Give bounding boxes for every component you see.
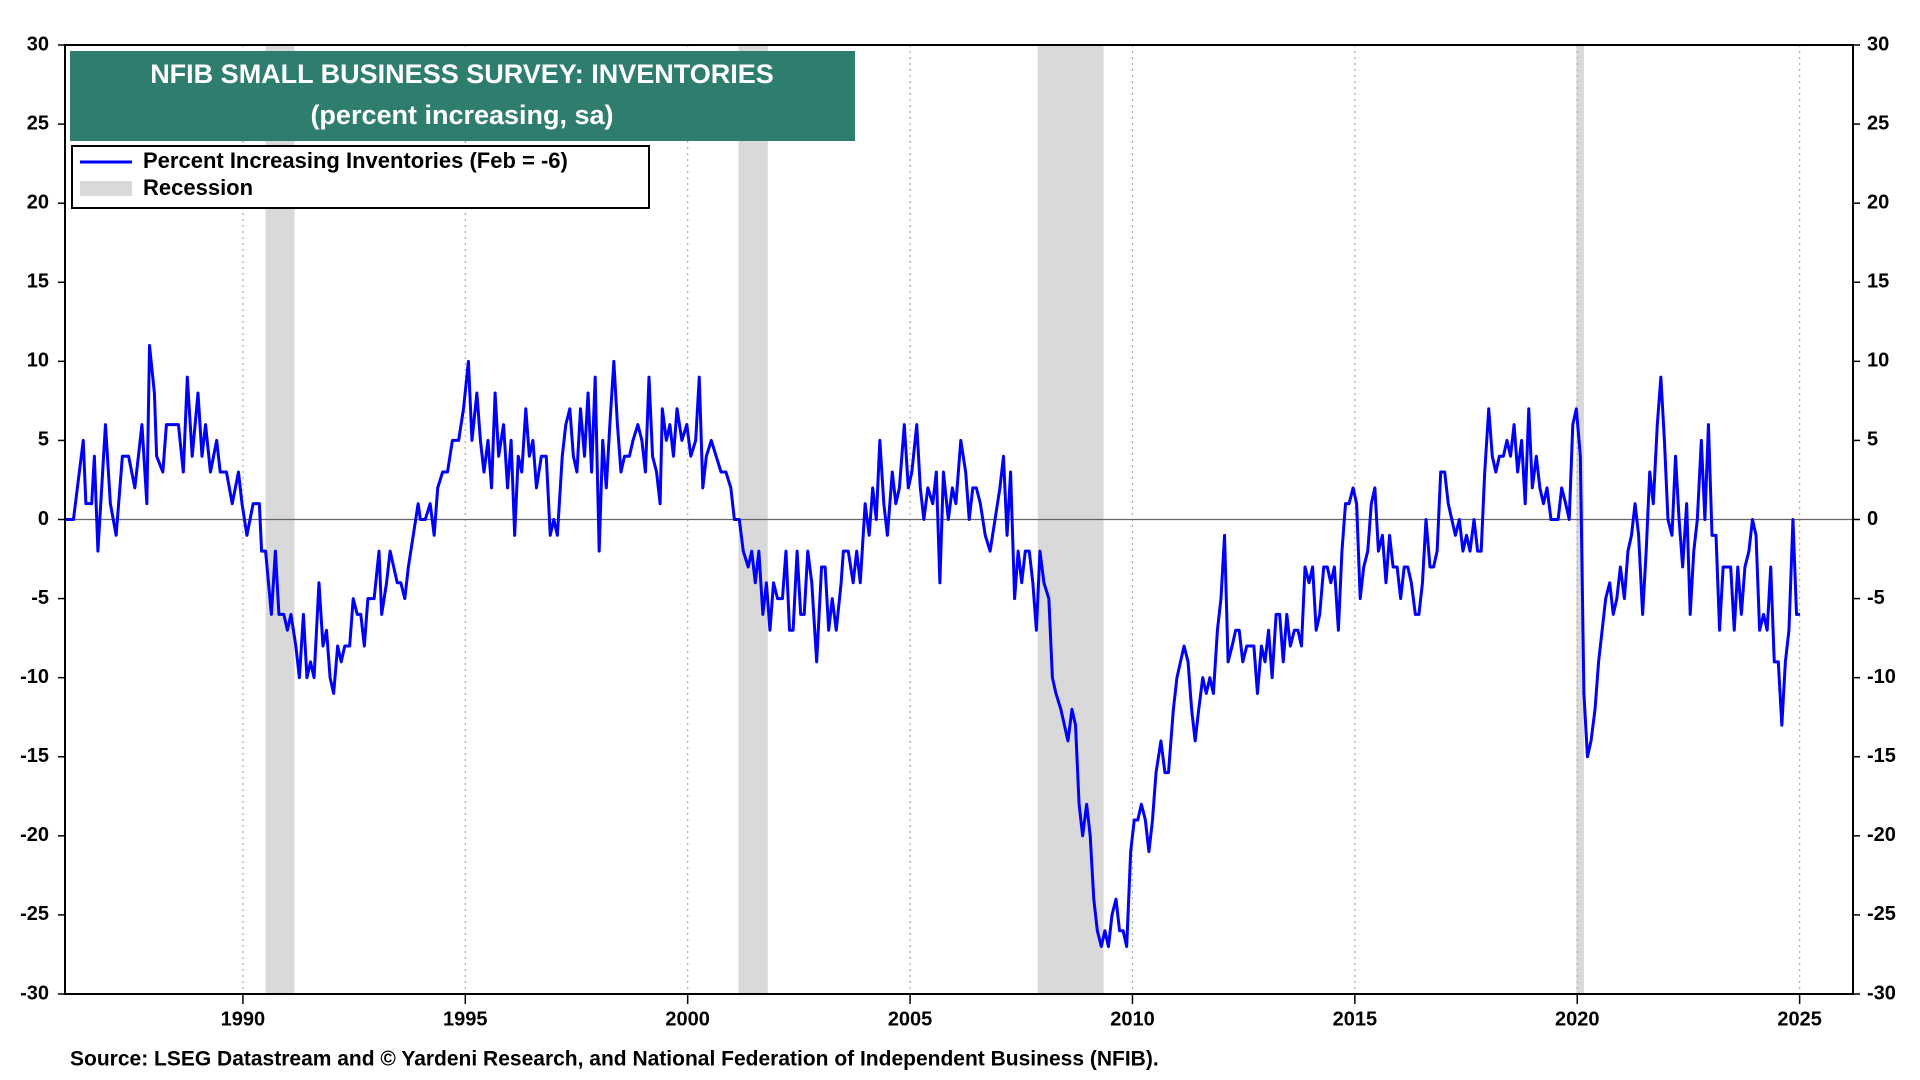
y-tick-label: 5 [38, 429, 49, 451]
y2-tick-label: 30 [1867, 33, 1889, 55]
y2-tick-label: -15 [1867, 745, 1896, 767]
background-layer: 1990 1995 2000 2005 2010 2015 2020 2025-30-25-2… [20, 33, 1896, 1030]
x-tick-label: 2020 [1555, 1008, 1600, 1030]
legend-swatch-recession [80, 181, 132, 196]
y2-tick-label: -20 [1867, 824, 1896, 846]
y-tick-label: 20 [27, 191, 49, 213]
y-tick-label: 15 [27, 271, 49, 293]
y2-tick-label: -10 [1867, 666, 1896, 688]
chart-subtitle: (percent increasing, sa) [310, 100, 613, 130]
plot-layer [64, 44, 1854, 995]
x-tick-label: 2000 [665, 1008, 710, 1030]
x-tick-label: 1990 [221, 1008, 266, 1030]
y2-tick-label: 15 [1867, 271, 1889, 293]
y-tick-label: -25 [20, 903, 49, 925]
y2-tick-label: 25 [1867, 112, 1889, 134]
plot-frame [64, 44, 1854, 995]
y-tick-label: -20 [20, 824, 49, 846]
y-tick-label: 30 [27, 33, 49, 55]
y-tick-label: 0 [38, 508, 49, 530]
x-tick-label: 2015 [1333, 1008, 1378, 1030]
y-tick-label: 25 [27, 112, 49, 134]
y-tick-label: -15 [20, 745, 49, 767]
y2-tick-label: 5 [1867, 429, 1878, 451]
legend-label: Recession [143, 175, 253, 200]
data-line [65, 344, 1801, 949]
y2-tick-label: 0 [1867, 508, 1878, 530]
y-tick-label: -30 [20, 982, 49, 1004]
y2-tick-label: -30 [1867, 982, 1896, 1004]
source-note: Source: LSEG Datastream and © Yardeni Re… [70, 1048, 1159, 1071]
legend-label: Percent Increasing Inventories (Feb = -6… [143, 148, 568, 173]
x-tick-label: 2025 [1777, 1008, 1822, 1030]
y2-tick-label: -25 [1867, 903, 1896, 925]
y2-tick-label: 20 [1867, 191, 1889, 213]
y2-tick-label: 10 [1867, 350, 1889, 372]
y-tick-label: -10 [20, 666, 49, 688]
y2-tick-label: -5 [1867, 587, 1885, 609]
x-tick-label: 2005 [888, 1008, 933, 1030]
legend-box [71, 145, 650, 209]
title-box [70, 51, 855, 141]
y-tick-label: 10 [27, 350, 49, 372]
x-tick-label: 1995 [443, 1008, 488, 1030]
y-tick-label: -5 [31, 587, 49, 609]
x-tick-label: 2010 [1110, 1008, 1155, 1030]
chart-title: NFIB SMALL BUSINESS SURVEY: INVENTORIES [150, 59, 774, 89]
